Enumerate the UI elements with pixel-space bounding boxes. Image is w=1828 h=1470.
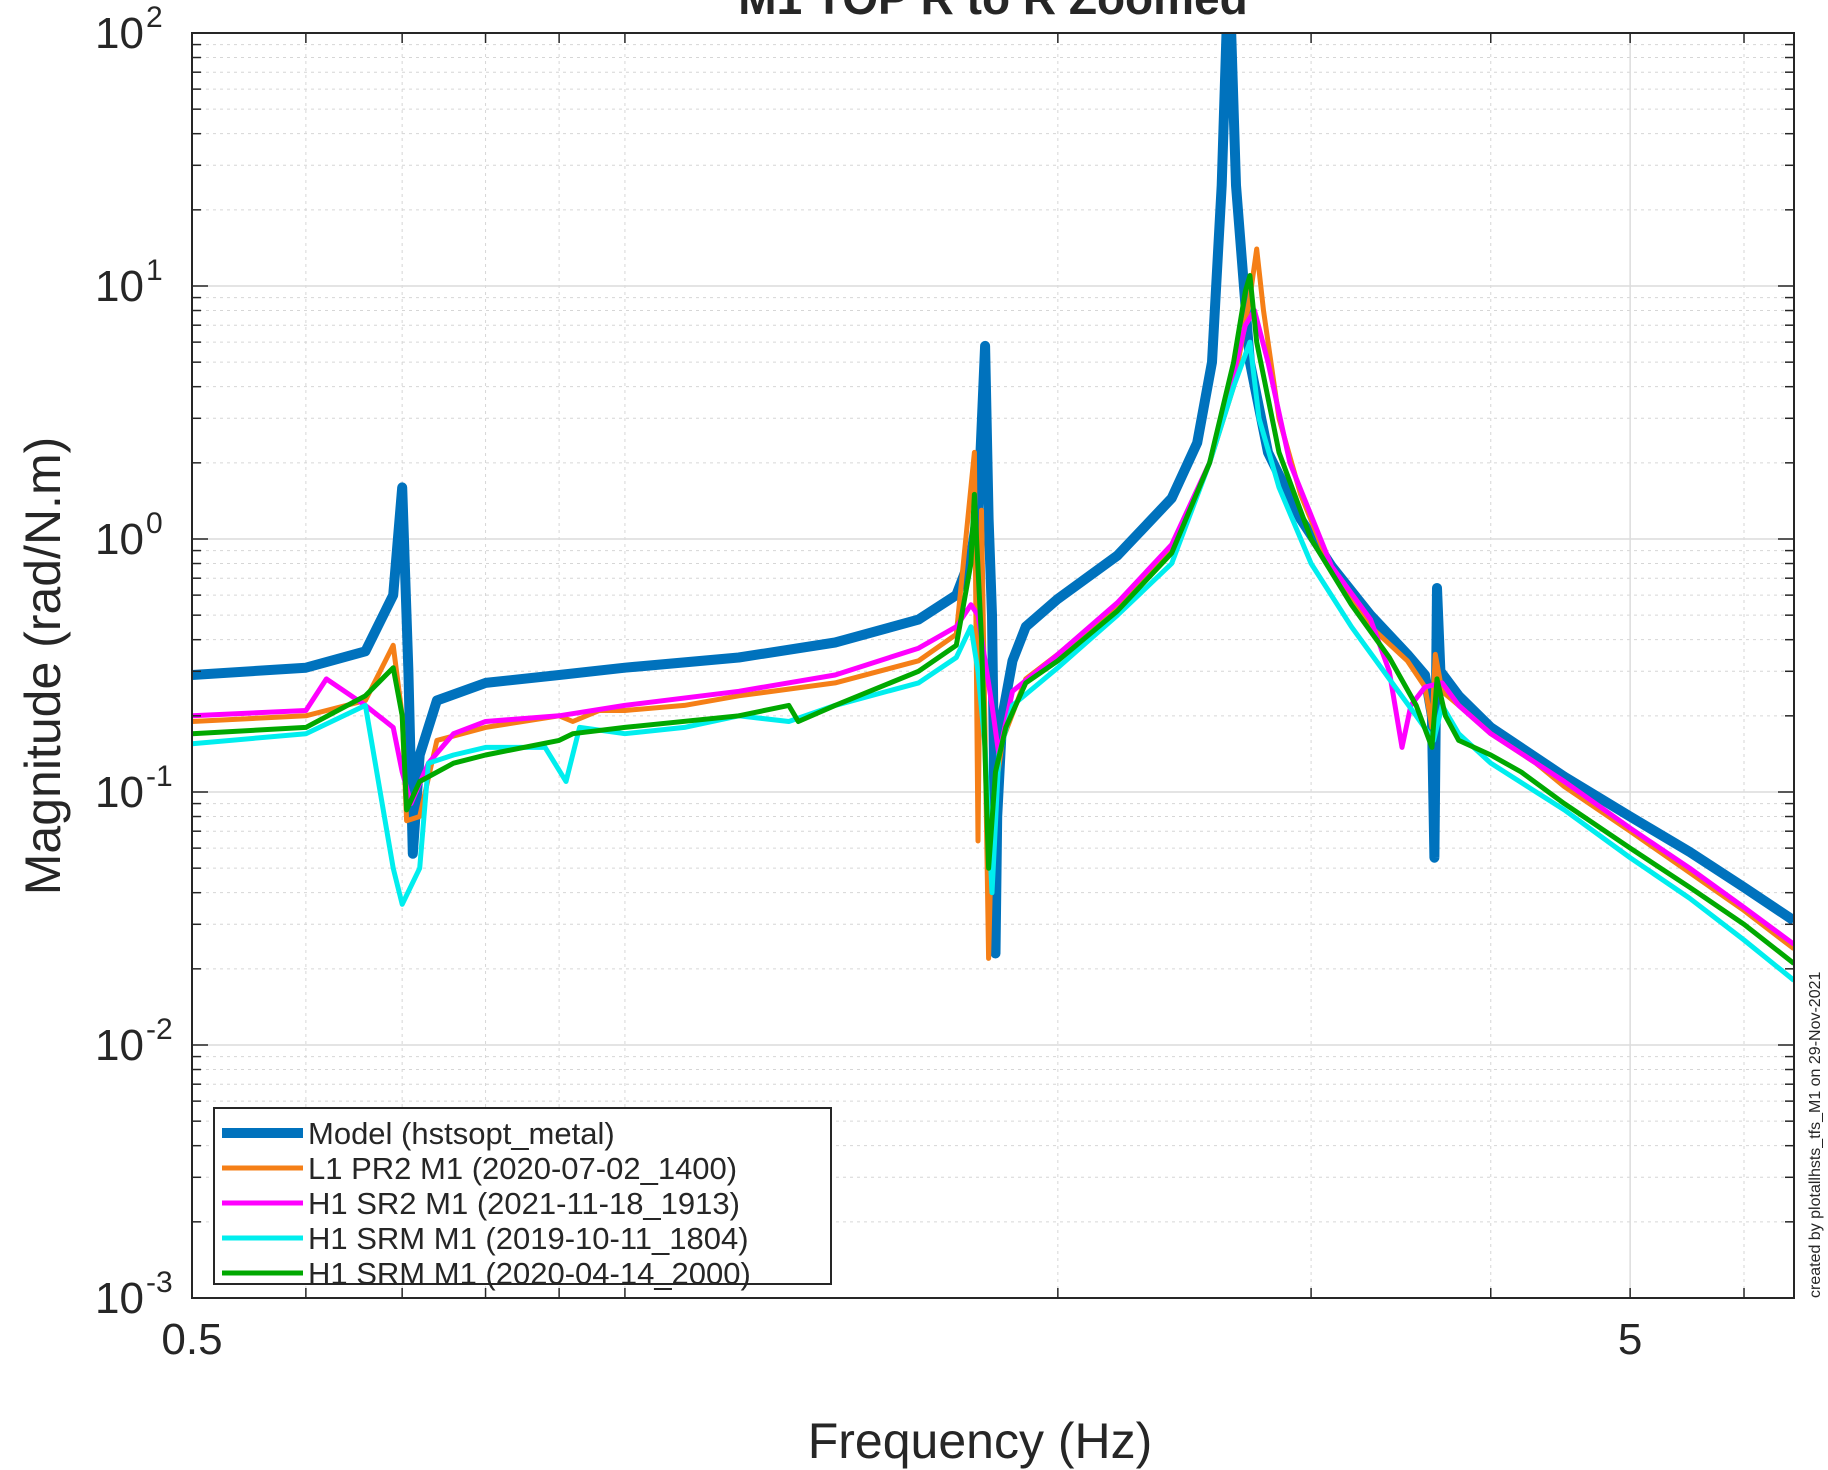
y-tick-label: 10 (95, 1274, 144, 1323)
y-tick-label: 10 (95, 262, 144, 311)
y-tick-label: 10 (95, 1021, 144, 1070)
y-tick-label: 10 (95, 9, 144, 58)
x-tick-label: 0.5 (161, 1315, 222, 1364)
y-tick-exponent: 1 (146, 254, 163, 287)
legend-label-5: H1 SRM M1 (2020-04-14_2000) (308, 1256, 751, 1291)
legend-label-3: H1 SR2 M1 (2021-11-18_1913) (308, 1186, 740, 1221)
y-tick-exponent: -2 (146, 1013, 173, 1046)
y-tick-label: 10 (95, 768, 144, 817)
y-tick-exponent: 0 (146, 507, 163, 540)
y-tick-label: 10 (95, 515, 144, 564)
y-tick-exponent: 2 (146, 1, 163, 34)
x-axis-label: Frequency (Hz) (808, 1413, 1153, 1469)
legend-label-2: L1 PR2 M1 (2020-07-02_1400) (308, 1151, 737, 1186)
y-tick-exponent: -1 (146, 760, 173, 793)
legend-label-4: H1 SRM M1 (2019-10-11_1804) (308, 1221, 749, 1256)
legend: Model (hstsopt_metal)L1 PR2 M1 (2020-07-… (214, 1108, 831, 1291)
y-tick-exponent: -3 (146, 1266, 173, 1299)
y-axis-label: Magnitude (rad/N.m) (15, 437, 71, 896)
chart-title: M1 TOP R to R Zoomed (738, 0, 1247, 24)
creation-annotation: created by plotallhsts_tfs_M1 on 29-Nov-… (1807, 971, 1824, 1298)
legend-label-1: Model (hstsopt_metal) (308, 1116, 615, 1151)
x-tick-label: 5 (1618, 1315, 1642, 1364)
